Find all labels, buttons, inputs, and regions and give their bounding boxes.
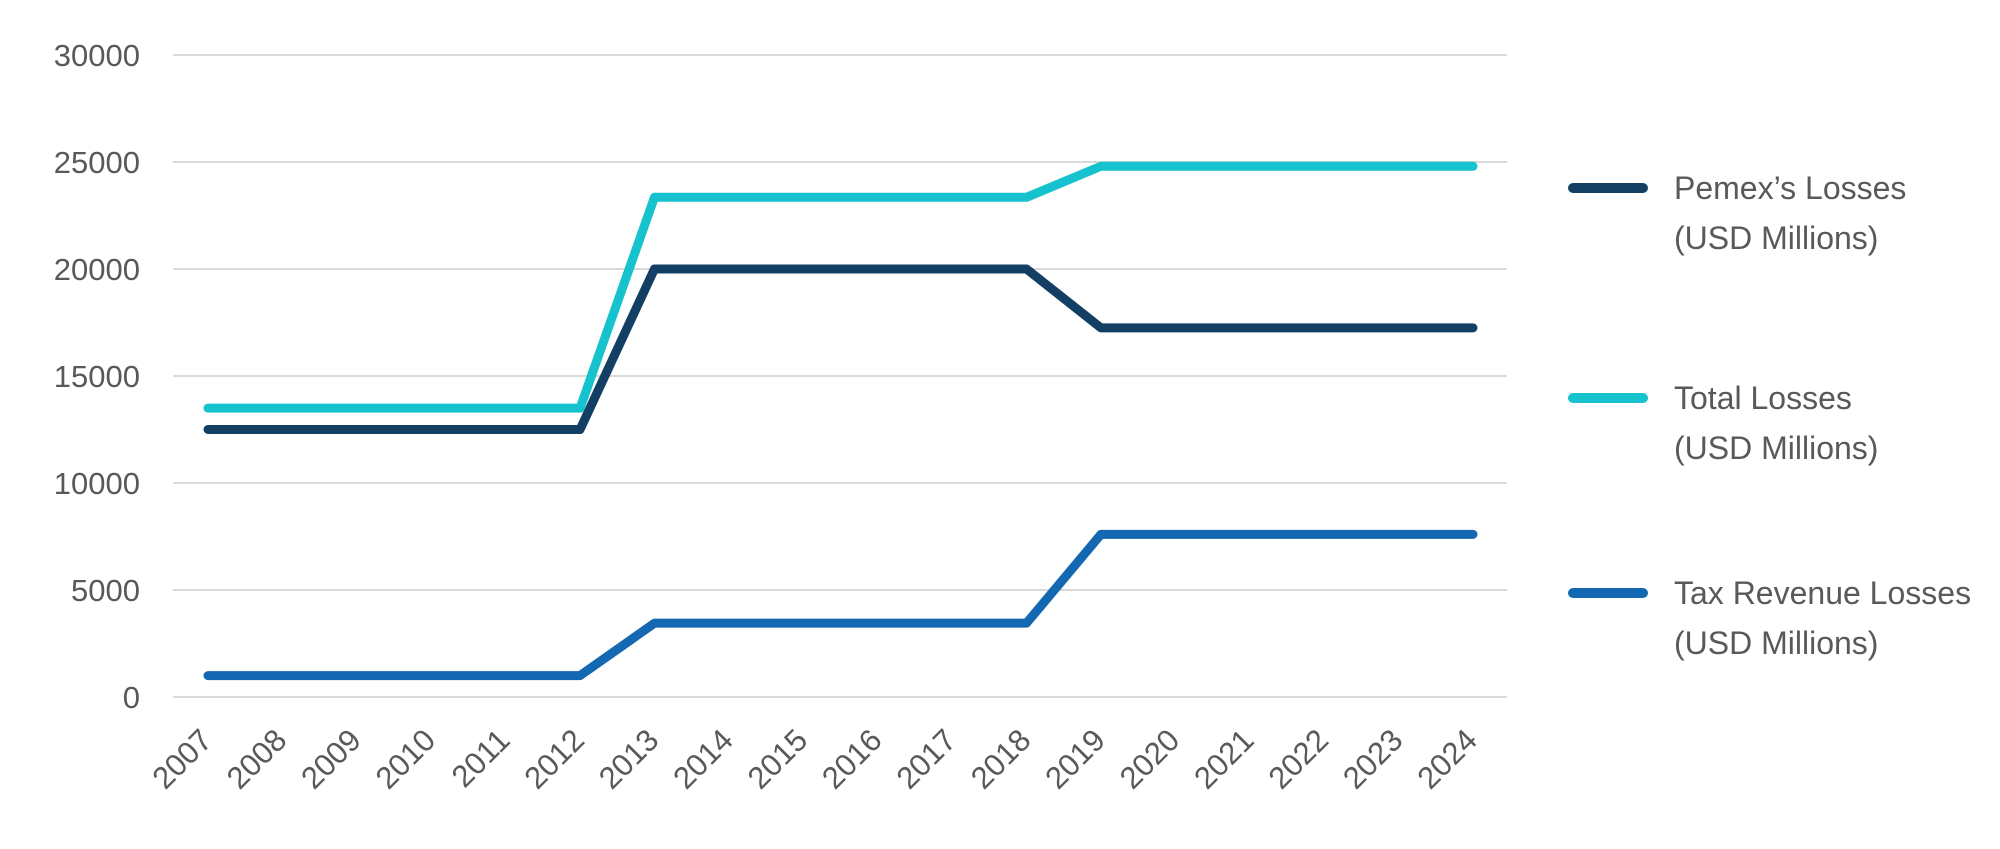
legend-label-line1: Total Losses xyxy=(1674,380,1852,416)
x-tick-label: 2013 xyxy=(592,722,666,796)
x-tick-label: 2017 xyxy=(890,722,964,796)
legend-label-line2: (USD Millions) xyxy=(1674,625,1879,661)
x-tick-label: 2016 xyxy=(815,722,889,796)
x-tick-label: 2009 xyxy=(294,722,368,796)
legend-label-line1: Tax Revenue Losses xyxy=(1674,575,1972,611)
y-tick-label: 20000 xyxy=(54,252,140,287)
x-tick-label: 2024 xyxy=(1410,722,1484,796)
legend-swatch-pemex-losses xyxy=(1568,183,1648,193)
legend-label-line2: (USD Millions) xyxy=(1674,220,1879,256)
x-tick-label: 2022 xyxy=(1262,722,1336,796)
y-tick-label: 0 xyxy=(123,680,140,715)
series-line-0 xyxy=(203,264,1478,434)
x-tick-label: 2020 xyxy=(1113,722,1187,796)
x-tick-label: 2008 xyxy=(220,722,294,796)
x-tick-label: 2010 xyxy=(369,722,443,796)
x-tick-label: 2018 xyxy=(964,722,1038,796)
x-tick-label: 2021 xyxy=(1187,722,1261,796)
y-tick-label: 30000 xyxy=(54,38,140,73)
legend-item-total-losses: Total Losses (USD Millions) xyxy=(1568,373,1988,473)
legend-label-line2: (USD Millions) xyxy=(1674,430,1879,466)
x-tick-label: 2023 xyxy=(1336,722,1410,796)
x-tick-label: 2007 xyxy=(145,722,219,796)
series-line-2 xyxy=(203,529,1478,681)
x-tick-label: 2019 xyxy=(1038,722,1112,796)
x-tick-label: 2012 xyxy=(517,722,591,796)
legend-item-tax-revenue-losses: Tax Revenue Losses (USD Millions) xyxy=(1568,568,1988,668)
legend-item-pemex-losses: Pemex’s Losses (USD Millions) xyxy=(1568,163,1988,263)
y-tick-label: 10000 xyxy=(54,466,140,501)
y-tick-label: 5000 xyxy=(71,573,140,608)
series-line-1 xyxy=(203,161,1478,413)
x-tick-label: 2011 xyxy=(445,722,517,794)
x-tick-label: 2014 xyxy=(666,722,740,796)
legend: Pemex’s Losses (USD Millions) Total Loss… xyxy=(1568,0,1988,668)
legend-swatch-tax-revenue-losses xyxy=(1568,588,1648,598)
y-tick-label: 25000 xyxy=(54,145,140,180)
x-tick-label: 2015 xyxy=(741,722,815,796)
legend-label-line1: Pemex’s Losses xyxy=(1674,170,1907,206)
y-tick-label: 15000 xyxy=(54,359,140,394)
legend-swatch-total-losses xyxy=(1568,393,1648,403)
